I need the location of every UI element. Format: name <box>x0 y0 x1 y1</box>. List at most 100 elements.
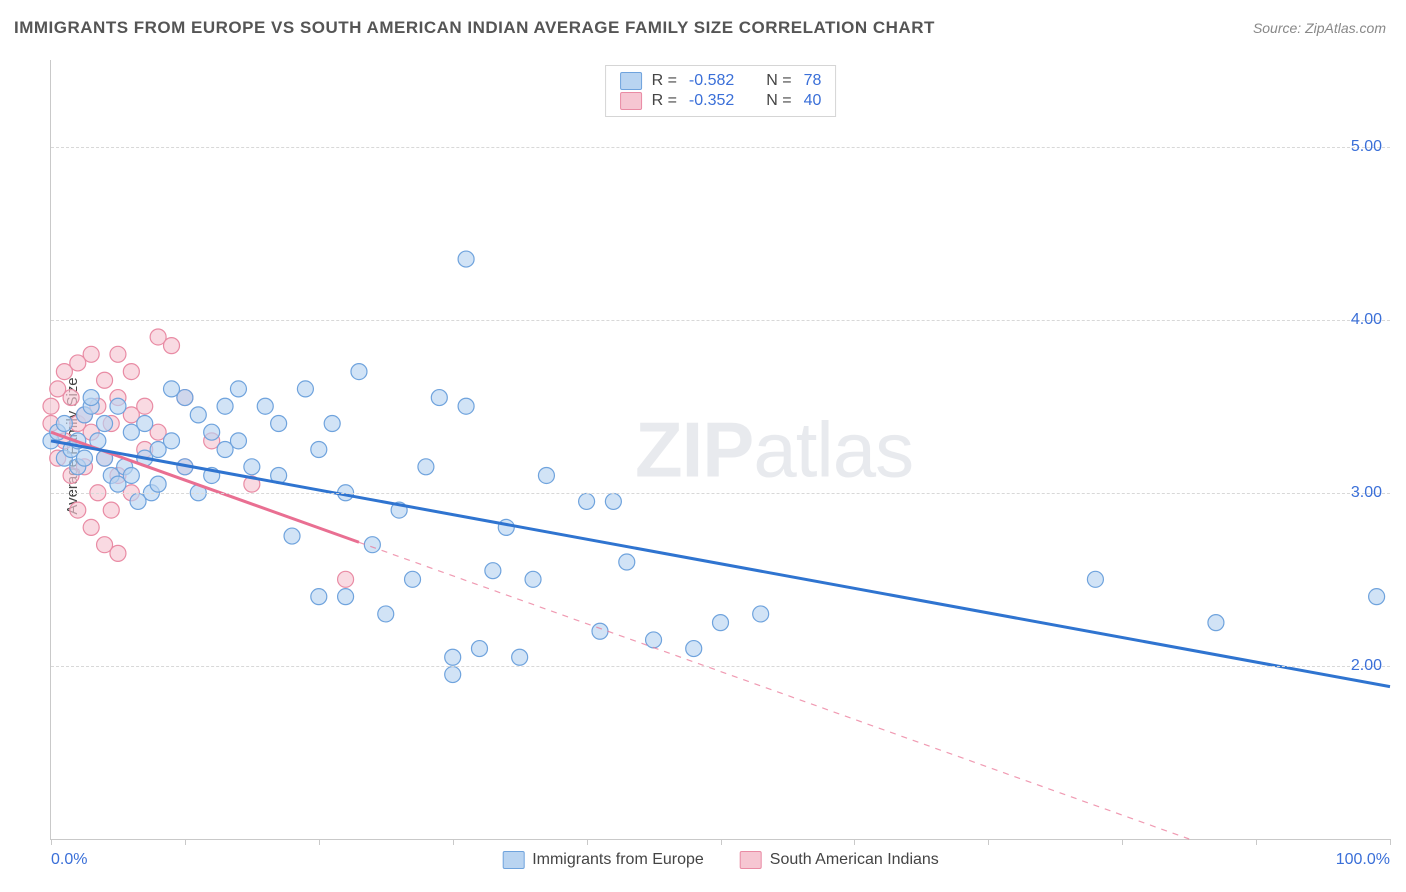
chart-title: IMMIGRANTS FROM EUROPE VS SOUTH AMERICAN… <box>14 18 935 38</box>
x-tick <box>453 839 454 845</box>
data-point <box>123 364 139 380</box>
swatch-series-1-bottom <box>740 851 762 869</box>
data-point <box>97 372 113 388</box>
plot-area: ZIPatlas R = -0.582 N = 78 R = -0.352 N … <box>50 60 1390 840</box>
data-point <box>83 346 99 362</box>
data-point <box>1208 615 1224 631</box>
x-tick <box>587 839 588 845</box>
data-point <box>110 398 126 414</box>
x-tick <box>854 839 855 845</box>
x-tick <box>51 839 52 845</box>
gridline <box>51 320 1390 321</box>
r-value-0: -0.582 <box>689 72 734 90</box>
data-point <box>190 407 206 423</box>
gridline <box>51 666 1390 667</box>
data-point <box>458 251 474 267</box>
data-point <box>338 589 354 605</box>
r-label: R = <box>652 72 677 90</box>
y-tick-label: 3.00 <box>1351 484 1382 502</box>
n-label: N = <box>766 72 791 90</box>
data-point <box>230 381 246 397</box>
data-point <box>485 563 501 579</box>
data-point <box>605 493 621 509</box>
x-tick <box>1122 839 1123 845</box>
series-legend-item-0: Immigrants from Europe <box>502 851 704 869</box>
series-label-1: South American Indians <box>770 851 939 869</box>
correlation-legend-row-0: R = -0.582 N = 78 <box>620 72 822 90</box>
gridline <box>51 493 1390 494</box>
data-point <box>351 364 367 380</box>
series-legend-item-1: South American Indians <box>740 851 939 869</box>
data-point <box>177 390 193 406</box>
data-point <box>257 398 273 414</box>
x-axis-min-label: 0.0% <box>51 851 87 869</box>
r-value-1: -0.352 <box>689 92 734 110</box>
x-tick <box>185 839 186 845</box>
data-point <box>713 615 729 631</box>
gridline <box>51 147 1390 148</box>
data-point <box>123 467 139 483</box>
data-point <box>43 398 59 414</box>
data-point <box>110 545 126 561</box>
data-point <box>271 416 287 432</box>
data-point <box>311 589 327 605</box>
data-point <box>150 476 166 492</box>
data-point <box>164 433 180 449</box>
data-point <box>512 649 528 665</box>
data-point <box>103 502 119 518</box>
data-point <box>324 416 340 432</box>
x-tick <box>1256 839 1257 845</box>
data-point <box>63 390 79 406</box>
n-label: N = <box>766 92 791 110</box>
y-tick-label: 2.00 <box>1351 657 1382 675</box>
data-point <box>418 459 434 475</box>
x-tick <box>1390 839 1391 845</box>
data-point <box>83 390 99 406</box>
data-point <box>1369 589 1385 605</box>
swatch-series-0-bottom <box>502 851 524 869</box>
data-point <box>525 571 541 587</box>
data-point <box>498 519 514 535</box>
y-tick-label: 4.00 <box>1351 311 1382 329</box>
data-point <box>56 416 72 432</box>
data-point <box>538 467 554 483</box>
data-point <box>137 398 153 414</box>
data-point <box>244 459 260 475</box>
data-point <box>311 442 327 458</box>
data-point <box>646 632 662 648</box>
data-point <box>471 641 487 657</box>
data-point <box>110 346 126 362</box>
x-tick <box>319 839 320 845</box>
data-point <box>204 424 220 440</box>
data-point <box>137 416 153 432</box>
swatch-series-0 <box>620 72 642 90</box>
data-point <box>76 450 92 466</box>
n-value-0: 78 <box>804 72 822 90</box>
x-tick <box>988 839 989 845</box>
data-point <box>83 519 99 535</box>
data-point <box>592 623 608 639</box>
chart-svg <box>51 60 1390 839</box>
data-point <box>378 606 394 622</box>
data-point <box>686 641 702 657</box>
r-label: R = <box>652 92 677 110</box>
data-point <box>1087 571 1103 587</box>
data-point <box>445 649 461 665</box>
data-point <box>364 537 380 553</box>
x-axis-max-label: 100.0% <box>1336 851 1390 869</box>
regression-line-extrapolated <box>359 542 1189 839</box>
data-point <box>97 416 113 432</box>
data-point <box>217 398 233 414</box>
correlation-legend: R = -0.582 N = 78 R = -0.352 N = 40 <box>605 65 837 117</box>
series-legend: Immigrants from Europe South American In… <box>502 851 939 869</box>
data-point <box>338 571 354 587</box>
x-tick <box>721 839 722 845</box>
data-point <box>753 606 769 622</box>
data-point <box>70 502 86 518</box>
series-label-0: Immigrants from Europe <box>532 851 704 869</box>
data-point <box>579 493 595 509</box>
data-point <box>458 398 474 414</box>
regression-line <box>51 441 1390 687</box>
n-value-1: 40 <box>804 92 822 110</box>
y-tick-label: 5.00 <box>1351 138 1382 156</box>
